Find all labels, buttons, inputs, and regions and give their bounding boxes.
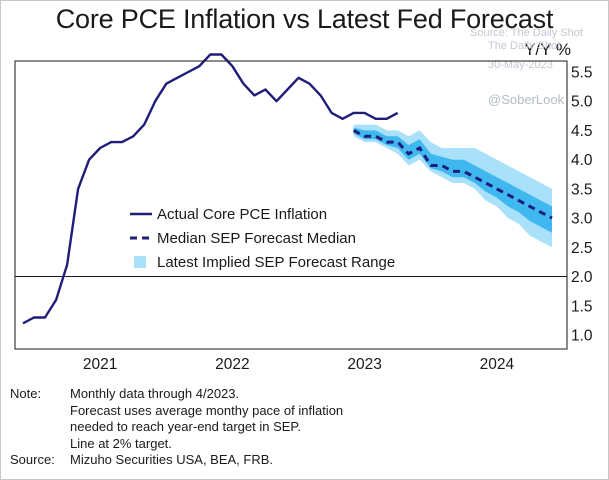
source-text: Mizuho Securities USA, BEA, FRB. [70, 452, 274, 467]
plot-area-border [14, 60, 568, 350]
y-tick-label: 3.5 [571, 181, 593, 198]
note-key: Note: [10, 386, 42, 401]
legend-swatch-range [134, 256, 146, 268]
forecast-range-outer [353, 124, 552, 248]
legend: Actual Core PCE Inflation Median SEP Fore… [130, 206, 395, 271]
y-axis-ticks: 5.5 5.0 4.5 4.0 3.5 3.0 2.5 2.0 1.5 1.0 [571, 65, 593, 345]
legend-label-median: Median SEP Forecast Median [157, 230, 356, 247]
forecast-range-inner [353, 127, 552, 233]
y-tick-label: 1.5 [571, 298, 593, 315]
note-line: Monthly data through 4/2023. [70, 386, 240, 401]
legend-label-actual: Actual Core PCE Inflation [157, 206, 327, 223]
y-tick-label: 2.0 [571, 269, 593, 286]
x-tick-label: 2022 [215, 356, 249, 373]
watermark-name: The Daily Shot [488, 40, 561, 52]
note-line: Forecast uses average monthy pace of inf… [70, 402, 344, 418]
x-tick-label: 2021 [83, 356, 117, 373]
y-tick-label: 5.5 [571, 65, 593, 82]
y-tick-label: 3.0 [571, 211, 593, 228]
notes-block: Note: Monthly data through 4/2023. Forec… [10, 386, 343, 469]
y-tick-label: 4.5 [571, 123, 593, 140]
chart-title: Core PCE Inflation vs Latest Fed Forecas… [55, 4, 554, 34]
y-unit-label: Y/Y % [524, 40, 571, 59]
y-tick-label: 5.0 [571, 94, 593, 111]
x-tick-label: 2024 [480, 356, 515, 373]
watermark-source: Source: The Daily Shot [470, 27, 583, 39]
note-line: needed to reach year-end target in SEP. [70, 419, 302, 434]
median-forecast-line [352, 129, 553, 220]
y-tick-label: 2.5 [571, 240, 593, 257]
actual-core-pce-line [22, 53, 399, 325]
watermark-date: 30-May-2023 [488, 59, 553, 71]
watermark-handle: @SoberLook [488, 92, 565, 107]
source-key: Source: [10, 452, 55, 467]
legend-label-range: Latest Implied SEP Forecast Range [157, 254, 395, 271]
series-layer [15, 53, 567, 325]
x-tick-label: 2023 [347, 356, 381, 373]
y-tick-label: 4.0 [571, 152, 593, 169]
note-line: Line at 2% target. [70, 435, 172, 451]
forecast-band-layer [353, 124, 552, 248]
y-tick-label: 1.0 [571, 328, 593, 345]
x-axis-ticks: 2021 2022 2023 2024 [83, 356, 515, 373]
